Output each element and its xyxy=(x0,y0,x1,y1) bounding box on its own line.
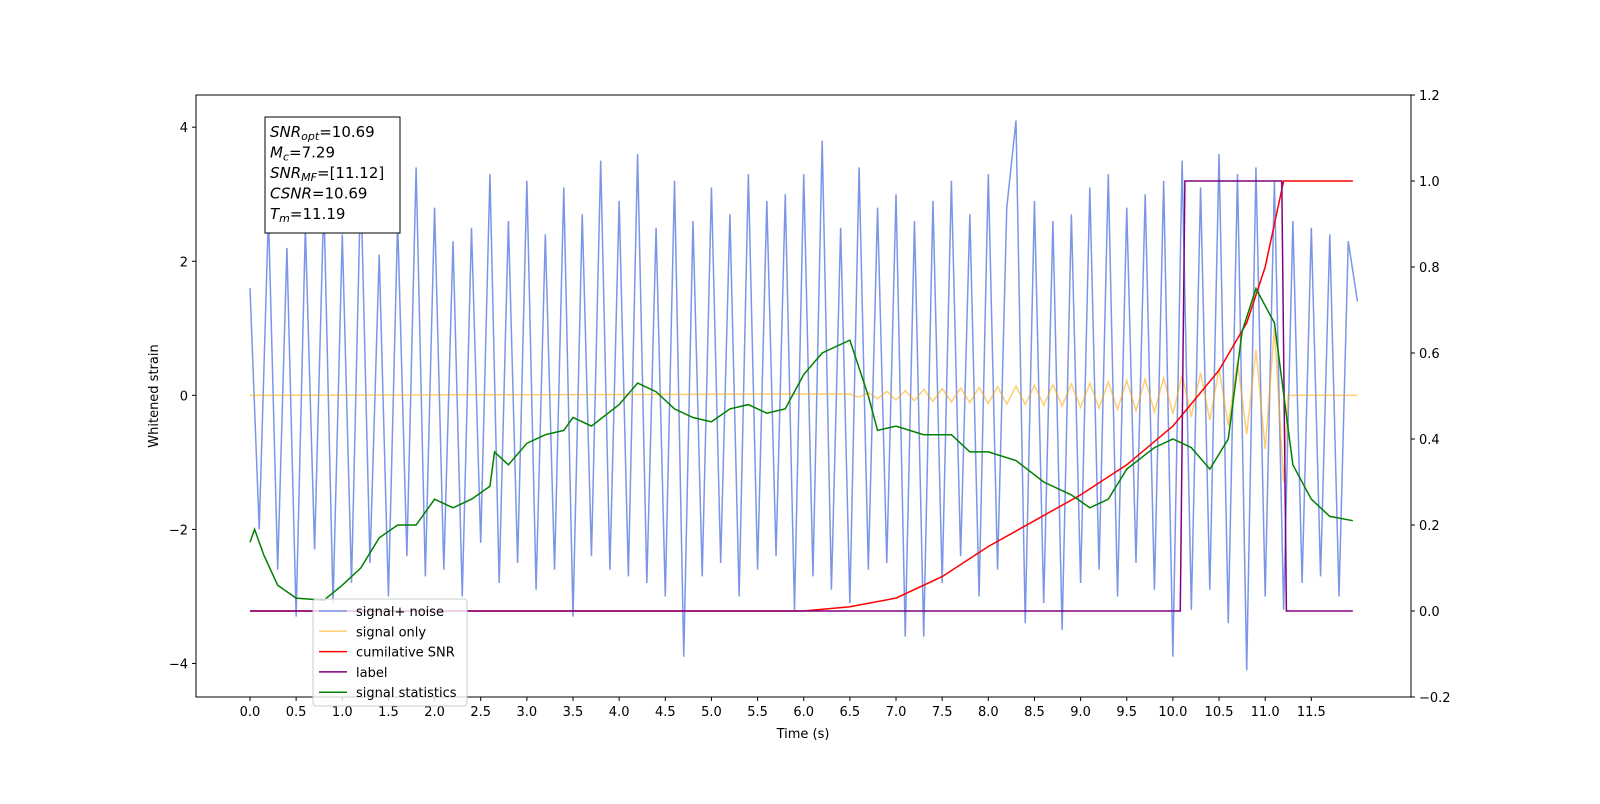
x-tick-label: 9.0 xyxy=(1070,705,1091,720)
x-tick-label: 11.5 xyxy=(1297,705,1326,720)
x-tick-label: 6.5 xyxy=(840,705,861,720)
x-tick-label: 2.5 xyxy=(470,705,491,720)
annotation-part: =10.69 xyxy=(312,185,368,203)
legend-label: signal+ noise xyxy=(356,605,444,620)
x-tick-label: 1.0 xyxy=(332,705,353,720)
plot-area xyxy=(249,120,1359,671)
x-tick-label: 3.5 xyxy=(563,705,584,720)
x-tick-label: 8.0 xyxy=(978,705,999,720)
annotation-part: =11.19 xyxy=(290,205,346,223)
y2-tick-label: 0.6 xyxy=(1419,347,1440,362)
legend-label: signal statistics xyxy=(356,686,457,701)
legend-label: signal only xyxy=(356,625,426,640)
series-line xyxy=(249,180,1353,612)
annotation-part: =[11.12] xyxy=(317,164,384,182)
x-tick-label: 10.0 xyxy=(1158,705,1187,720)
series-line xyxy=(249,120,1359,671)
series-line xyxy=(249,180,1353,612)
annotation-part: MF xyxy=(301,171,317,184)
annotation-part: SNR xyxy=(270,123,301,141)
y-tick-label: −2 xyxy=(169,523,188,538)
y2-tick-label: 1.0 xyxy=(1419,175,1440,190)
annotation-text: SNRMF=[11.12] xyxy=(270,164,384,184)
x-tick-label: 0.5 xyxy=(286,705,307,720)
x-tick-label: 11.0 xyxy=(1251,705,1280,720)
annotation-part: m xyxy=(279,212,290,225)
y2-tick-label: 0.8 xyxy=(1419,261,1440,276)
y-tick-label: 0 xyxy=(180,389,188,404)
annotation-part: c xyxy=(283,150,289,163)
annotation-text: SNRopt=10.69 xyxy=(270,123,375,143)
y2-tick-label: 0.4 xyxy=(1419,433,1440,448)
y2-tick-label: 1.2 xyxy=(1419,89,1440,104)
x-tick-label: 0.0 xyxy=(240,705,261,720)
x-tick-label: 4.5 xyxy=(655,705,676,720)
annotation-part: CSNR xyxy=(270,185,312,203)
y2-tick-label: 0.0 xyxy=(1419,605,1440,620)
annotation-text: Mc=7.29 xyxy=(270,144,335,164)
x-tick-label: 6.0 xyxy=(793,705,814,720)
x-tick-label: 7.0 xyxy=(886,705,907,720)
y-axis-label: Whitened strain xyxy=(147,344,162,447)
annotation-part: =10.69 xyxy=(319,123,375,141)
series-line xyxy=(249,328,1358,483)
x-tick-label: 2.0 xyxy=(424,705,445,720)
series-line xyxy=(249,286,1353,602)
x-tick-label: 9.5 xyxy=(1116,705,1137,720)
annotation-part: T xyxy=(270,205,281,223)
x-tick-label: 3.0 xyxy=(517,705,538,720)
annotation-text: Tm=11.19 xyxy=(270,205,345,225)
annotation-part: M xyxy=(270,144,283,162)
x-tick-label: 10.5 xyxy=(1205,705,1234,720)
x-tick-label: 8.5 xyxy=(1024,705,1045,720)
legend-box xyxy=(312,598,468,707)
annotation-box xyxy=(264,116,401,234)
y-tick-label: 4 xyxy=(180,121,188,136)
y-tick-label: 2 xyxy=(180,255,188,270)
x-tick-label: 1.5 xyxy=(378,705,399,720)
x-tick-label: 4.0 xyxy=(609,705,630,720)
legend-label: cumilative SNR xyxy=(356,646,455,661)
annotation-text: CSNR=10.69 xyxy=(270,185,367,203)
annotation-part: SNR xyxy=(270,164,301,182)
y2-tick-label: −0.2 xyxy=(1419,691,1451,706)
y-tick-label: −4 xyxy=(169,657,188,672)
x-tick-label: 5.0 xyxy=(701,705,722,720)
x-axis-label: Time (s) xyxy=(776,727,830,742)
x-tick-label: 5.5 xyxy=(747,705,768,720)
annotation-part: opt xyxy=(301,130,320,143)
annotation-part: =7.29 xyxy=(289,144,335,162)
y2-tick-label: 0.2 xyxy=(1419,519,1440,534)
legend-label: label xyxy=(356,666,387,681)
x-tick-label: 7.5 xyxy=(932,705,953,720)
